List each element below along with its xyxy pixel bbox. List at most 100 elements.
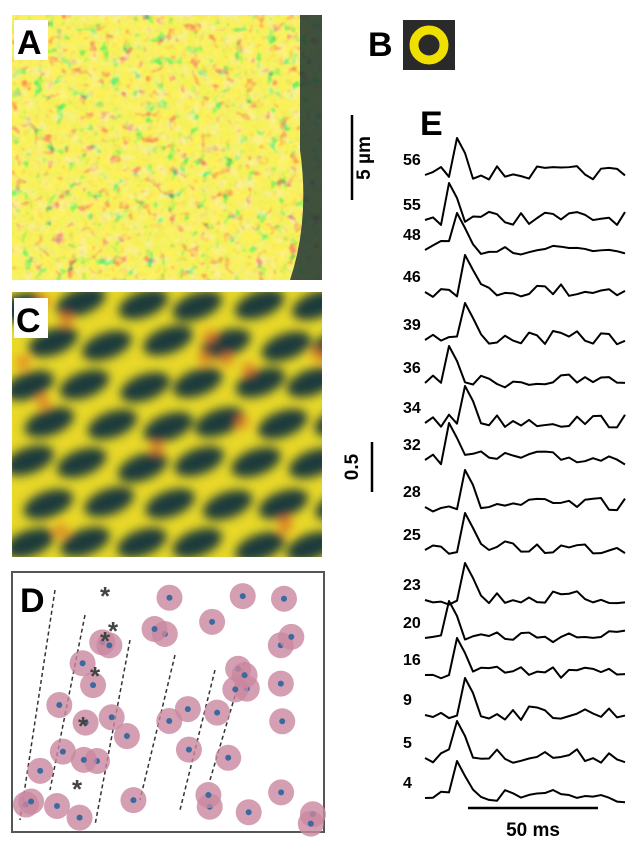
dark-blob	[257, 408, 308, 440]
center	[123, 733, 130, 740]
hot-spot	[37, 395, 50, 408]
center	[214, 709, 221, 716]
image-blobs	[12, 292, 322, 557]
center	[278, 789, 285, 796]
hot-spot	[199, 351, 212, 364]
center	[28, 798, 35, 805]
center	[279, 718, 286, 725]
trace-label: 23	[403, 577, 421, 594]
center	[79, 660, 86, 667]
dashed-line	[19, 589, 56, 821]
hot-spot	[279, 520, 292, 533]
trace	[424, 345, 626, 389]
dark-blob	[12, 445, 54, 476]
trace-label: 46	[403, 269, 421, 286]
trace-label: 16	[403, 652, 421, 669]
trace	[424, 677, 626, 721]
trace	[424, 720, 626, 764]
center	[225, 754, 232, 761]
asterisk: *	[100, 626, 111, 656]
asterisk: *	[90, 661, 101, 691]
center	[280, 595, 287, 602]
trace-label: 56	[403, 152, 421, 169]
center	[53, 802, 60, 809]
asterisk: *	[78, 711, 89, 741]
trace	[424, 512, 626, 555]
center	[90, 682, 97, 689]
trace	[424, 385, 626, 429]
center	[288, 633, 295, 640]
hot-spot	[203, 330, 216, 343]
dark-blob	[202, 489, 253, 521]
dark-blob	[231, 447, 281, 478]
center	[232, 686, 239, 693]
center	[130, 797, 137, 804]
panel-label: C	[16, 302, 41, 340]
trace	[424, 302, 626, 346]
center	[245, 809, 252, 816]
hot-spot	[55, 524, 68, 537]
dark-blob	[286, 367, 322, 398]
center	[166, 717, 173, 724]
center	[76, 814, 83, 821]
trace-label: 4	[403, 775, 412, 792]
trace	[424, 254, 626, 298]
dark-blob	[261, 331, 312, 362]
dark-blob	[12, 528, 55, 557]
hot-spot	[312, 349, 322, 361]
center	[151, 626, 158, 633]
dark-blob	[60, 526, 110, 557]
center	[209, 618, 216, 625]
panel-label: D	[20, 582, 45, 620]
center	[108, 714, 115, 721]
center	[166, 594, 173, 601]
panel-c-image	[12, 292, 322, 557]
trace	[424, 562, 626, 606]
dark-blob	[235, 531, 285, 557]
dark-blob	[120, 372, 170, 403]
image-texture	[12, 15, 322, 280]
dark-blob	[172, 367, 223, 398]
center	[241, 672, 248, 679]
dark-blob	[117, 527, 167, 557]
dark-blob	[143, 411, 194, 443]
dark-blob	[194, 407, 245, 438]
center	[80, 756, 87, 763]
hot-spot	[242, 362, 255, 375]
trace	[424, 182, 626, 226]
dark-blob	[143, 325, 193, 356]
asterisk: *	[100, 581, 111, 611]
panel-d-map: ******	[12, 581, 326, 837]
dark-blob	[84, 486, 134, 517]
dark-blob	[234, 292, 285, 320]
dark-blob	[172, 292, 223, 322]
scale-label: 5 µm	[354, 136, 375, 180]
dark-blob	[172, 528, 223, 557]
scale-label: 50 ms	[506, 820, 560, 841]
trace-label: 28	[403, 484, 421, 501]
dark-blob	[286, 531, 322, 557]
hot-spot	[60, 313, 73, 326]
center	[277, 680, 284, 687]
dark-blob	[174, 446, 224, 477]
dark-blob	[145, 488, 195, 519]
scale-label: 0.5	[342, 453, 363, 480]
dark-blob	[87, 409, 138, 440]
hot-spot	[151, 442, 164, 455]
trace	[424, 469, 626, 513]
label-box	[14, 298, 48, 338]
panel-label: A	[17, 24, 42, 62]
asterisk: *	[108, 616, 119, 646]
dashed-line	[139, 654, 176, 801]
hot-spot	[17, 356, 30, 369]
trace	[424, 760, 626, 804]
dark-blob	[81, 330, 132, 361]
hot-spot	[220, 353, 233, 366]
hot-spot	[236, 416, 249, 429]
dark-blob	[117, 452, 168, 483]
center	[184, 706, 191, 713]
trace-label: 25	[403, 527, 421, 544]
trace	[424, 637, 626, 680]
dark-blob	[23, 489, 74, 520]
trace-label: 39	[403, 317, 421, 334]
